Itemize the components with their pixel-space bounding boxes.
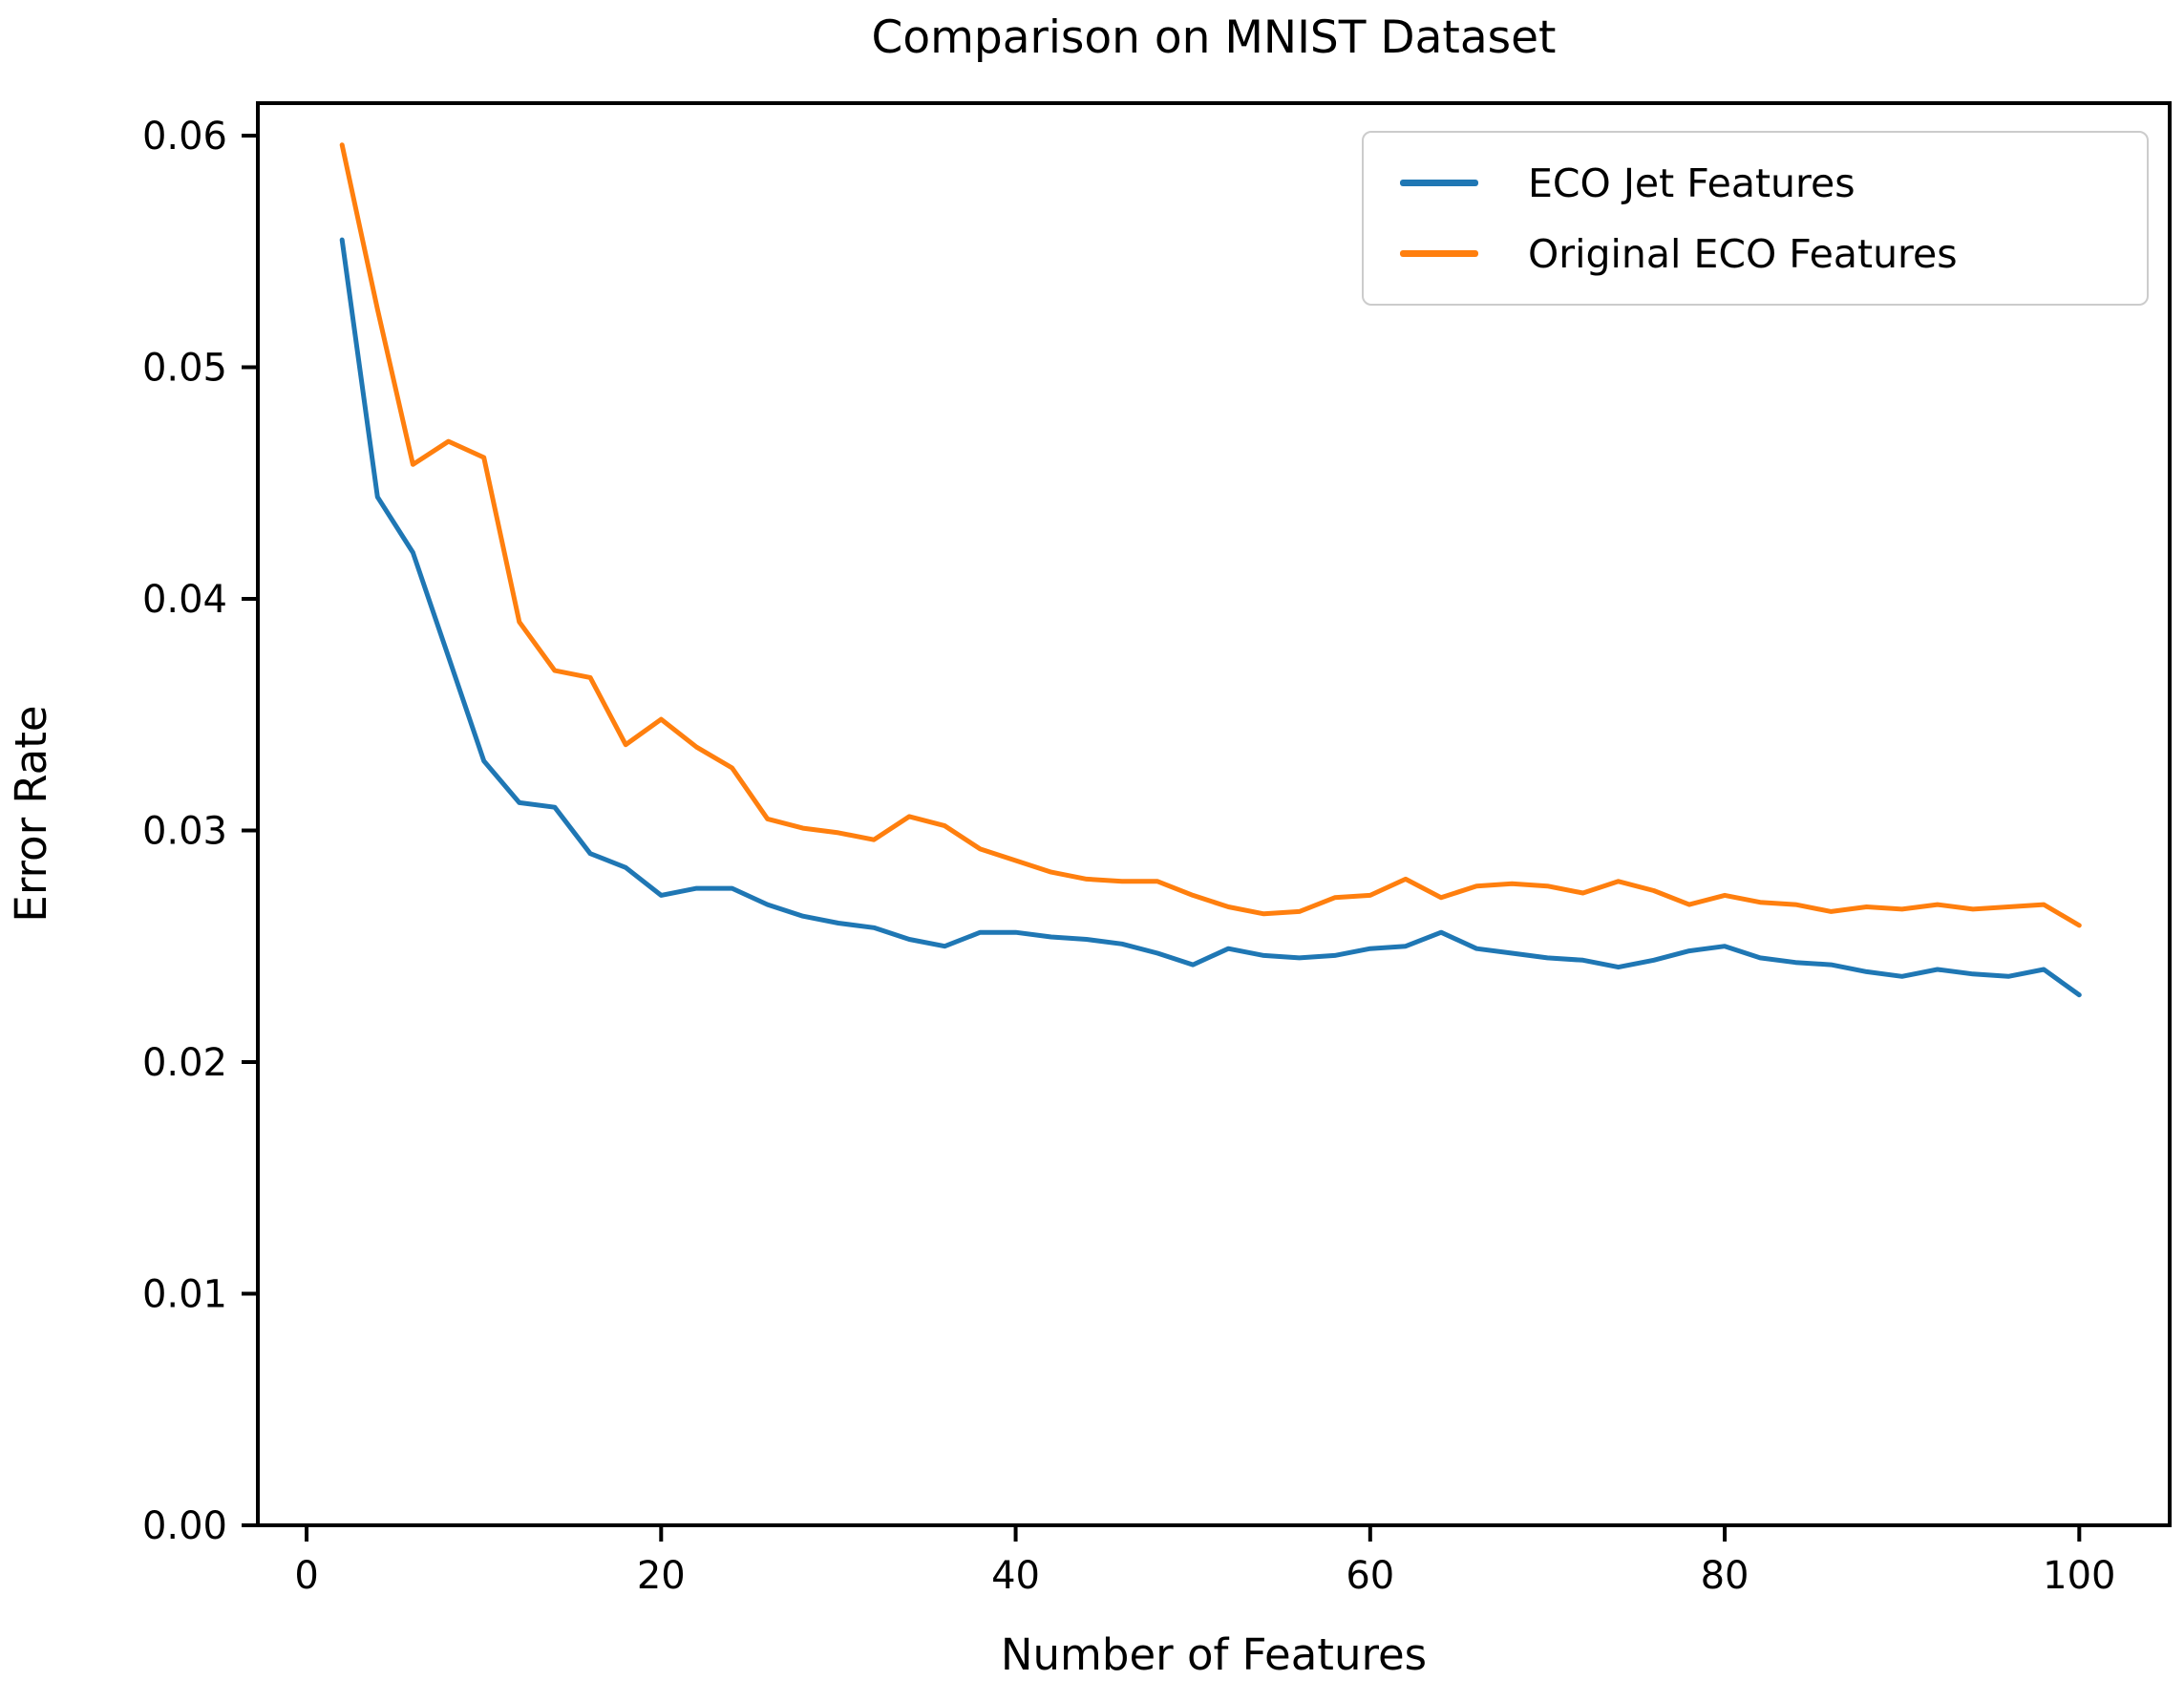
y-tick-label: 0.00 [142,1504,227,1548]
x-axis-ticks: 0 20 40 60 80 100 [294,1525,2116,1598]
x-tick-label: 20 [637,1554,686,1598]
y-tick-label: 0.02 [142,1041,227,1085]
chart-title: Comparison on MNIST Dataset [872,11,1557,64]
legend-line-swatch [1400,250,1478,257]
eco-jet-features-line [339,237,2082,998]
x-axis-label: Number of Features [1001,1629,1427,1680]
legend-item-label: ECO Jet Features [1528,160,1855,206]
x-tick-label: 80 [1701,1554,1749,1598]
legend-item: Original ECO Features [1400,231,2110,277]
plot-spines [256,101,2172,1527]
x-tick-label: 40 [991,1554,1040,1598]
y-tick-label: 0.01 [142,1272,227,1316]
x-tick-label: 100 [2043,1554,2115,1598]
x-tick-label: 60 [1346,1554,1394,1598]
series-lines [339,142,2082,998]
y-tick-label: 0.04 [142,578,227,622]
y-tick-label: 0.05 [142,346,227,390]
y-tick-label: 0.06 [142,115,227,159]
y-axis-ticks: 0.00 0.01 0.02 0.03 0.04 0.05 0.06 [142,115,258,1548]
original-eco-features-line [339,142,2082,928]
x-tick-label: 0 [294,1554,318,1598]
legend-item: ECO Jet Features [1400,160,2110,206]
legend: ECO Jet Features Original ECO Features [1362,131,2149,306]
y-tick-label: 0.03 [142,809,227,853]
y-axis-label: Error Rate [6,705,56,922]
legend-item-label: Original ECO Features [1528,230,1958,277]
legend-line-swatch [1400,180,1478,186]
